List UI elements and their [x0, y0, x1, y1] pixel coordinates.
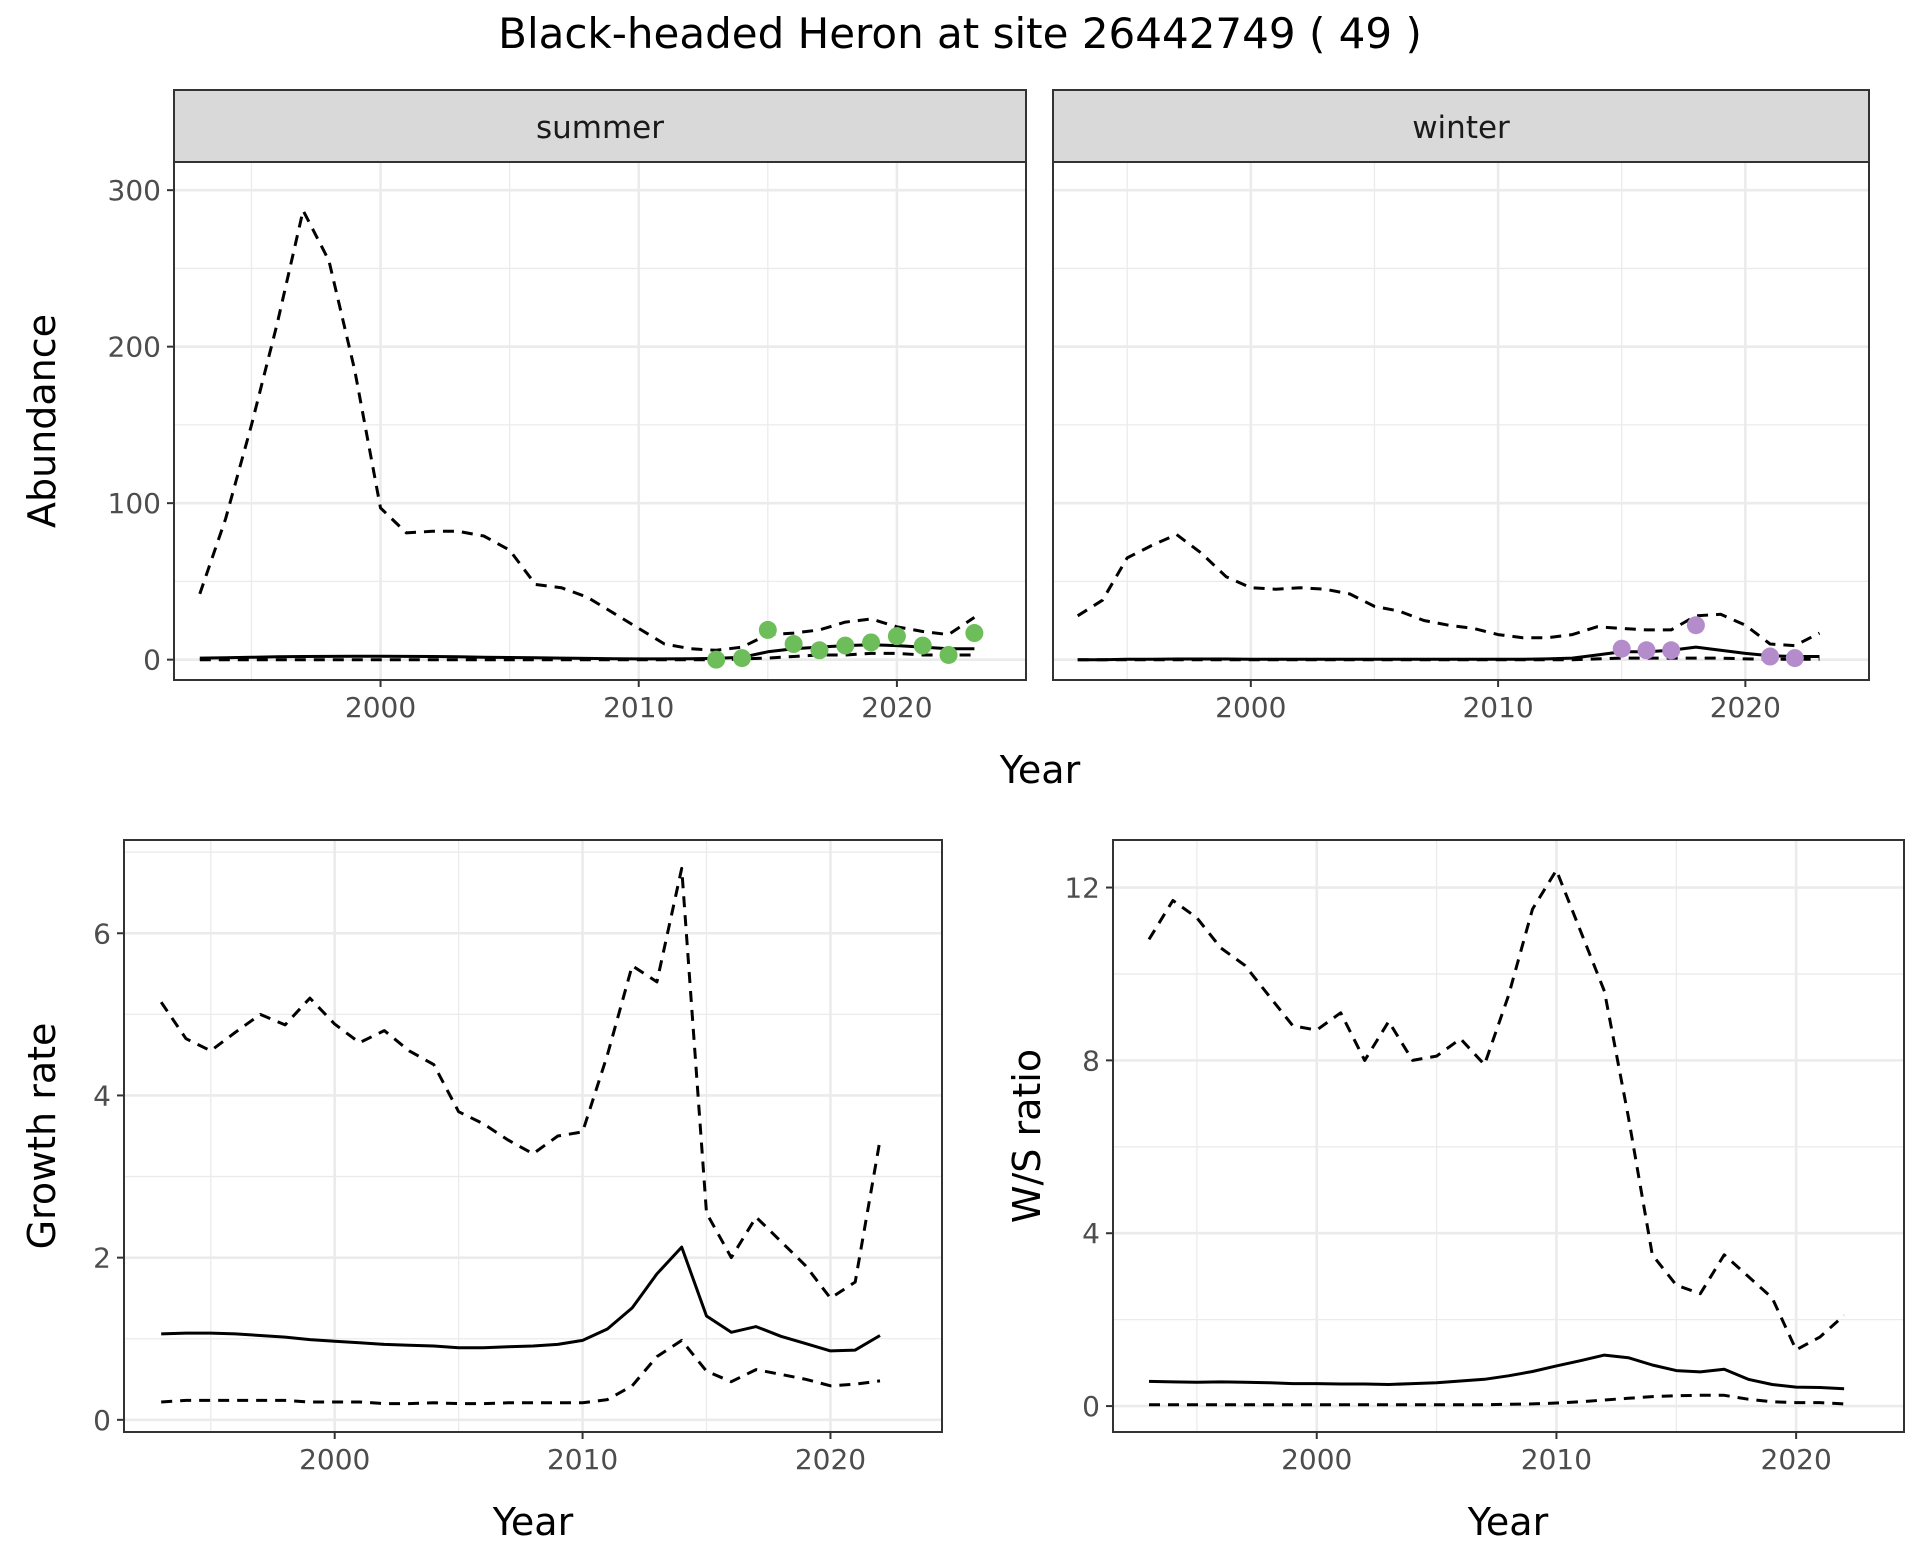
abundance-summer-line-lower: [199, 651, 975, 662]
abundance-winter-point: [1785, 649, 1804, 668]
ratio-y-axis-label: W/S ratio: [1005, 1049, 1049, 1223]
growth-line-mean: [161, 1245, 881, 1353]
abundance-winter-point: [1612, 639, 1631, 658]
abundance-winter-panel-border: [1052, 161, 1870, 681]
ratio-y-tick-label: 8: [1082, 1044, 1100, 1077]
chart-title: Black-headed Heron at site 26442749 ( 49…: [498, 9, 1422, 58]
ratio-panel-background: [1113, 840, 1904, 1432]
abundance-summer-strip-label: summer: [536, 110, 664, 146]
abundance-summer-panel-border: [173, 161, 1027, 681]
ratio-line-upper: [1147, 868, 1846, 1352]
abundance-summer-y-tick-label: 200: [108, 331, 161, 364]
growth-x-axis-label: Year: [492, 1500, 574, 1544]
abundance-y-axis-label: Abundance: [20, 314, 64, 528]
abundance-summer-point: [965, 624, 984, 643]
growth-x-tick-label: 2020: [795, 1443, 866, 1476]
abundance-winter-panel: 2000 2010 2020: [1052, 161, 1870, 724]
growth-y-tick-label: 2: [93, 1242, 111, 1275]
growth-panel-background: [124, 840, 942, 1432]
abundance-summer-y-tick-label: 0: [143, 644, 161, 677]
abundance-summer-x-tick-label: 2020: [861, 691, 932, 724]
abundance-winter-point: [1686, 616, 1705, 635]
growth-x-tick-label: 2000: [299, 1443, 370, 1476]
abundance-summer-line-upper: [198, 209, 976, 652]
abundance-summer-y-tick-label: 100: [108, 487, 161, 520]
abundance-winter-x-tick-label: 2000: [1215, 691, 1286, 724]
abundance-summer-point: [836, 636, 855, 655]
ratio-x-tick-label: 2020: [1761, 1443, 1832, 1476]
growth-panel-border: [123, 839, 943, 1433]
abundance-summer-strip: [173, 89, 1027, 163]
abundance-summer-point: [707, 650, 726, 669]
growth-panel: 2000 2010 2020 0 2 4 6: [93, 839, 943, 1476]
growth-x-tick-label: 2010: [547, 1443, 618, 1476]
abundance-winter-panel-background: [1053, 162, 1869, 680]
abundance-summer-point: [733, 649, 751, 668]
abundance-summer-panel-background: [174, 162, 1026, 680]
abundance-summer-panel: 2000 2010 2020 0 100 200 300: [108, 161, 1027, 724]
abundance-x-axis-label: Year: [999, 748, 1081, 792]
abundance-winter-line-lower: [1077, 656, 1820, 662]
abundance-summer-point: [913, 636, 932, 655]
abundance-summer-point: [939, 645, 958, 664]
ratio-panel-border: [1112, 839, 1905, 1433]
abundance-summer-point: [862, 633, 881, 652]
growth-y-tick-label: 4: [93, 1079, 111, 1112]
ratio-x-tick-label: 2000: [1281, 1443, 1352, 1476]
growth-line-upper: [159, 866, 882, 1300]
ratio-x-tick-label: 2010: [1521, 1443, 1592, 1476]
abundance-summer-x-tick-label: 2010: [603, 691, 674, 724]
growth-y-tick-label: 0: [93, 1404, 111, 1437]
ratio-x-axis-label: Year: [1467, 1500, 1549, 1544]
ratio-line-mean: [1148, 1353, 1845, 1391]
abundance-summer-point: [887, 627, 906, 646]
abundance-winter-x-tick-label: 2010: [1462, 691, 1533, 724]
abundance-winter-strip-label: winter: [1412, 110, 1510, 146]
growth-y-tick-label: 6: [93, 917, 111, 950]
abundance-winter-point: [1637, 641, 1656, 660]
ratio-y-tick-label: 0: [1082, 1390, 1100, 1423]
ratio-y-tick-label: 12: [1064, 872, 1100, 905]
abundance-summer-y-tick-label: 300: [108, 174, 161, 207]
abundance-winter-point: [1662, 641, 1681, 660]
abundance-summer-point: [784, 635, 803, 654]
abundance-summer-x-tick-label: 2000: [345, 691, 416, 724]
ratio-panel: 2000 2010 2020 0 4 8 12: [1064, 839, 1905, 1476]
ratio-y-tick-label: 4: [1082, 1217, 1100, 1250]
abundance-summer-point: [810, 641, 829, 660]
abundance-winter-strip: [1052, 89, 1870, 163]
abundance-summer-point: [758, 620, 777, 639]
growth-line-lower: [161, 1338, 881, 1406]
abundance-winter-x-tick-label: 2020: [1710, 691, 1781, 724]
abundance-winter-point: [1761, 647, 1780, 666]
growth-y-axis-label: Growth rate: [20, 1023, 64, 1250]
ratio-line-lower: [1149, 1393, 1845, 1407]
